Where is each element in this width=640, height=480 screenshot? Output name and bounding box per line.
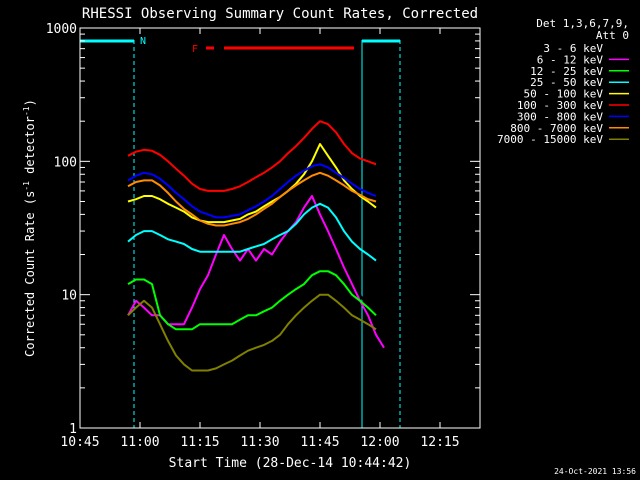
x-tick-label-1: 11:00 — [120, 435, 159, 450]
night-label: N — [140, 36, 146, 47]
y-axis-ticks: 1 10 100 1000 — [46, 22, 480, 437]
x-tick-label-0: 10:45 — [60, 435, 99, 450]
series-line-4 — [127, 143, 377, 224]
y-axis-label-main: Corrected Count Rate (s — [23, 191, 37, 357]
x-tick-label-6: 12:15 — [420, 435, 459, 450]
y-axis-label: Corrected Count Rate (s-1 detector-1) — [22, 99, 37, 357]
series-line-3 — [127, 202, 377, 262]
series-line-1 — [127, 195, 385, 349]
series-line-7 — [127, 171, 377, 227]
x-tick-label-4: 11:45 — [300, 435, 339, 450]
x-tick-label-2: 11:15 — [180, 435, 219, 450]
y-axis-label-mid: detector — [23, 116, 37, 181]
legend-label-5: 100 - 300 keV — [517, 99, 603, 112]
legend-label-0: 3 - 6 keV — [543, 42, 603, 55]
legend-label-8: 7000 - 15000 keV — [497, 133, 603, 146]
legend-label-7: 800 - 7000 keV — [510, 122, 603, 135]
y-axis-label-end: ) — [23, 99, 37, 106]
series-line-8 — [127, 293, 377, 372]
x-axis-ticks: 10:45 11:00 11:15 11:30 11:45 12:00 12:15 — [60, 28, 460, 450]
series-line-5 — [127, 120, 377, 192]
plot-frame — [79, 27, 481, 429]
flag-label: F — [192, 44, 198, 55]
chart-title: RHESSI Observing Summary Count Rates, Co… — [82, 6, 478, 22]
series-layer — [127, 120, 385, 372]
y-tick-label-0: 1 — [69, 422, 77, 437]
legend-label-4: 50 - 100 keV — [524, 88, 604, 101]
legend-label-6: 300 - 800 keV — [517, 110, 603, 123]
legend-label-3: 25 - 50 keV — [530, 76, 603, 89]
legend-label-1: 6 - 12 keV — [537, 53, 604, 66]
legend-header-line-1: Det 1,3,6,7,9, — [536, 17, 629, 30]
x-axis-label: Start Time (28-Dec-14 10:44:42) — [169, 456, 412, 471]
legend-header-line-2: Att 0 — [596, 29, 629, 42]
x-tick-label-3: 11:30 — [240, 435, 279, 450]
y-tick-label-1: 10 — [61, 289, 77, 304]
footer-timestamp: 24-Oct-2021 13:56 — [554, 467, 636, 476]
y-axis-label-sup2: -1 — [22, 106, 31, 116]
x-tick-label-5: 12:00 — [360, 435, 399, 450]
flag-markers: F — [192, 44, 354, 55]
y-tick-label-3: 1000 — [46, 22, 77, 37]
y-tick-label-2: 100 — [54, 155, 77, 170]
legend-label-2: 12 - 25 keV — [530, 65, 603, 78]
series-line-6 — [127, 163, 377, 219]
y-axis-label-sup1: -1 — [22, 181, 31, 191]
series-line-2 — [127, 270, 377, 331]
